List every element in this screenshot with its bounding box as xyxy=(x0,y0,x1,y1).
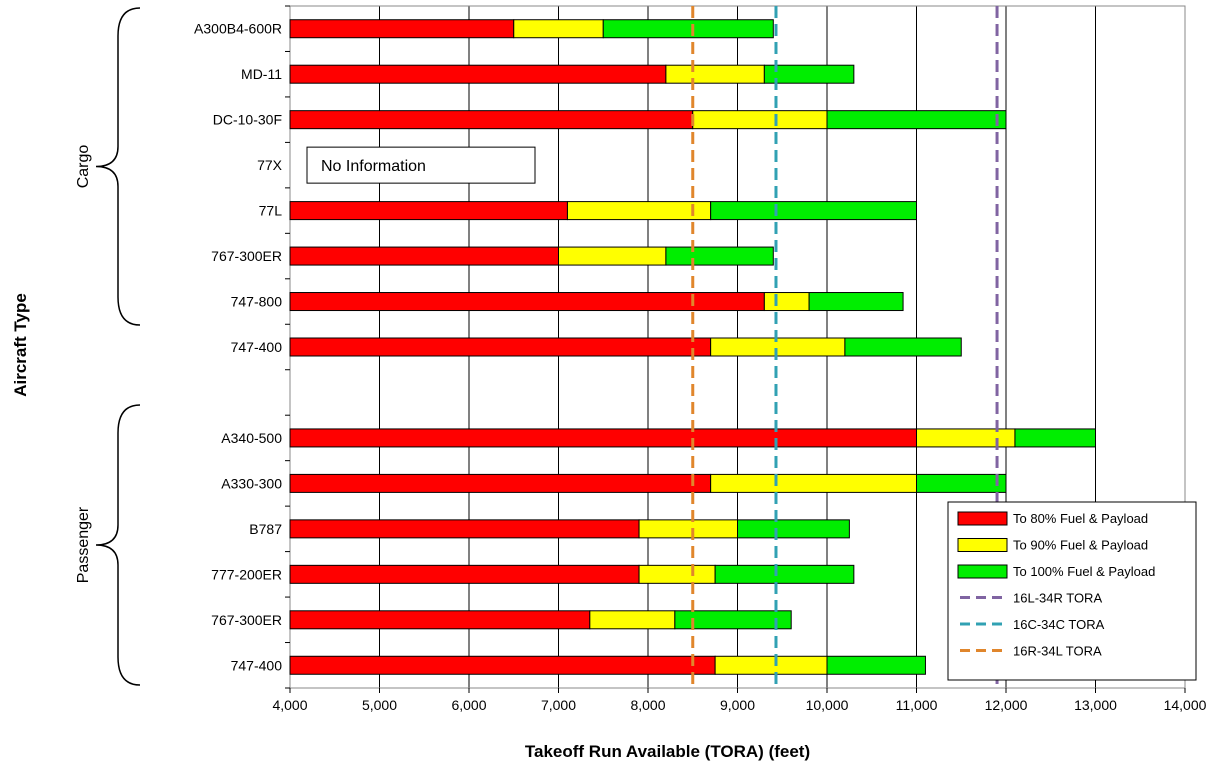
cargo-brace xyxy=(95,7,141,326)
bar-v80 xyxy=(289,64,667,84)
legend-box xyxy=(947,501,1197,681)
y-tick-label: 747-800 xyxy=(231,294,283,310)
bar-v90 xyxy=(589,610,676,630)
legend-label: 16L-34R TORA xyxy=(1013,591,1102,606)
bar-v80 xyxy=(289,201,568,221)
y-tick-label: DC-10-30F xyxy=(213,112,282,128)
bar-v80 xyxy=(289,246,559,266)
x-tick-label: 7,000 xyxy=(541,697,576,713)
bar-v90 xyxy=(692,110,828,130)
bar-v80 xyxy=(289,19,515,39)
x-tick-label: 13,000 xyxy=(1074,697,1117,713)
bar-v100 xyxy=(844,337,962,357)
bar-v90 xyxy=(638,564,716,584)
bar-v100 xyxy=(710,201,918,221)
x-tick-label: 10,000 xyxy=(806,697,849,713)
bar-v100 xyxy=(602,19,774,39)
legend-label: To 80% Fuel & Payload xyxy=(1013,511,1148,526)
y-tick-label: MD-11 xyxy=(241,66,282,82)
bar-v100 xyxy=(763,64,855,84)
y-tick-label: 77L xyxy=(259,203,283,219)
legend-swatch-v90 xyxy=(957,538,1008,552)
y-tick-label: 767-300ER xyxy=(211,612,282,628)
legend-label: To 90% Fuel & Payload xyxy=(1013,538,1148,553)
group-label-passenger: Passenger xyxy=(75,506,92,583)
legend-swatch-v100 xyxy=(957,564,1008,579)
x-tick-label: 11,000 xyxy=(896,697,938,713)
bar-v100 xyxy=(714,564,855,584)
bar-v80 xyxy=(289,564,640,584)
bar-v100 xyxy=(916,473,1007,493)
bar-v80 xyxy=(289,655,716,675)
x-tick-label: 8,000 xyxy=(630,697,665,713)
bar-v80 xyxy=(289,337,712,357)
y-tick-label: 777-200ER xyxy=(211,566,282,582)
bar-v90 xyxy=(638,519,738,539)
y-tick-label: B787 xyxy=(249,521,282,537)
x-tick-label: 14,000 xyxy=(1164,697,1207,713)
x-tick-label: 4,000 xyxy=(272,697,307,713)
passenger-brace xyxy=(95,404,141,686)
bar-v90 xyxy=(710,337,846,357)
bar-v90 xyxy=(916,428,1016,448)
y-tick-label: 747-400 xyxy=(231,339,283,355)
bar-v100 xyxy=(665,246,774,266)
note-text: No Information xyxy=(321,158,426,175)
bar-v90 xyxy=(710,473,918,493)
x-tick-label: 12,000 xyxy=(985,697,1028,713)
bar-v90 xyxy=(558,246,667,266)
bar-v90 xyxy=(714,655,828,675)
x-tick-label: 9,000 xyxy=(720,697,755,713)
legend-swatch-v80 xyxy=(957,511,1008,526)
bar-v80 xyxy=(289,610,591,630)
legend-label: 16C-34C TORA xyxy=(1013,617,1105,632)
legend-label: 16R-34L TORA xyxy=(1013,644,1102,659)
x-tick-label: 6,000 xyxy=(451,697,486,713)
bar-v100 xyxy=(826,110,1007,130)
y-tick-label: A330-300 xyxy=(221,475,282,491)
bar-v100 xyxy=(826,655,926,675)
y-tick-label: 77X xyxy=(257,157,283,173)
y-axis-title: Aircraft Type xyxy=(11,293,30,397)
bar-v90 xyxy=(566,201,712,221)
bar-v80 xyxy=(289,110,694,130)
bar-v90 xyxy=(665,64,765,84)
bar-v80 xyxy=(289,519,640,539)
y-tick-label: A300B4-600R xyxy=(194,21,282,37)
bar-v100 xyxy=(808,292,904,312)
bar-v100 xyxy=(1014,428,1097,448)
x-tick-label: 5,000 xyxy=(362,697,397,713)
bar-v80 xyxy=(289,473,712,493)
x-axis-title: Takeoff Run Available (TORA) (feet) xyxy=(525,742,810,761)
group-label-cargo: Cargo xyxy=(75,145,92,189)
bar-v90 xyxy=(763,292,810,312)
note-box xyxy=(306,146,536,184)
y-tick-label: 747-400 xyxy=(231,657,283,673)
bar-v80 xyxy=(289,428,917,448)
bar-v100 xyxy=(674,610,792,630)
y-tick-label: 767-300ER xyxy=(211,248,282,264)
legend-label: To 100% Fuel & Payload xyxy=(1013,564,1155,579)
y-tick-label: A340-500 xyxy=(221,430,282,446)
bar-v100 xyxy=(737,519,850,539)
bar-v90 xyxy=(513,19,604,39)
